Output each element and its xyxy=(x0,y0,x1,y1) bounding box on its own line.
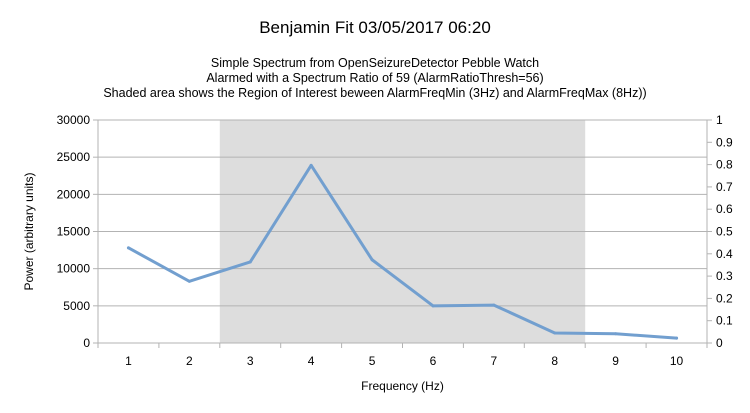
y2-tick-label: 0.8 xyxy=(716,158,733,172)
y2-tick-label: 0.3 xyxy=(716,269,733,283)
x-axis-title: Frequency (Hz) xyxy=(361,379,444,393)
x-tick-label: 6 xyxy=(430,354,437,368)
y2-tick-label: 0.1 xyxy=(716,314,733,328)
data-point xyxy=(675,336,679,340)
chart-subtitle-line-2: Alarmed with a Spectrum Ratio of 59 (Ala… xyxy=(206,71,544,85)
chart-subtitle-line-3: Shaded area shows the Region of Interest… xyxy=(103,86,647,100)
y-tick-label: 0 xyxy=(83,336,90,350)
data-point xyxy=(126,246,130,250)
data-point xyxy=(614,332,618,336)
y-tick-label: 25000 xyxy=(57,150,91,164)
x-tick-label: 5 xyxy=(369,354,376,368)
y-tick-label: 20000 xyxy=(57,187,91,201)
y2-tick-label: 0.4 xyxy=(716,247,733,261)
x-tick-label: 8 xyxy=(551,354,558,368)
y2-tick-label: 0.2 xyxy=(716,291,733,305)
data-point xyxy=(492,303,496,307)
y2-tick-label: 0.6 xyxy=(716,202,733,216)
x-tick-label: 4 xyxy=(308,354,315,368)
y-tick-label: 5000 xyxy=(63,299,90,313)
data-point xyxy=(553,331,557,335)
y2-tick-label: 0 xyxy=(716,336,723,350)
y2-tick-label: 0.5 xyxy=(716,225,733,239)
x-tick-label: 1 xyxy=(125,354,132,368)
x-tick-label: 3 xyxy=(247,354,254,368)
x-tick-label: 2 xyxy=(186,354,193,368)
data-point xyxy=(187,279,191,283)
data-point xyxy=(309,163,313,167)
y2-tick-label: 1 xyxy=(716,113,723,127)
y2-tick-label: 0.9 xyxy=(716,135,733,149)
y-axis-title: Power (arbitrary units) xyxy=(22,172,36,290)
x-tick-label: 7 xyxy=(491,354,498,368)
x-tick-label: 10 xyxy=(670,354,684,368)
data-point xyxy=(370,258,374,262)
y2-tick-label: 0.7 xyxy=(716,180,733,194)
x-tick-label: 9 xyxy=(612,354,619,368)
data-point xyxy=(431,304,435,308)
chart-title: Benjamin Fit 03/05/2017 06:20 xyxy=(259,18,491,37)
spectrum-line xyxy=(126,163,679,340)
y-tick-label: 30000 xyxy=(57,113,91,127)
y-tick-label: 10000 xyxy=(57,262,91,276)
y-tick-label: 15000 xyxy=(57,225,91,239)
data-point xyxy=(248,260,252,264)
chart-subtitle-line-1: Simple Spectrum from OpenSeizureDetector… xyxy=(210,56,540,70)
